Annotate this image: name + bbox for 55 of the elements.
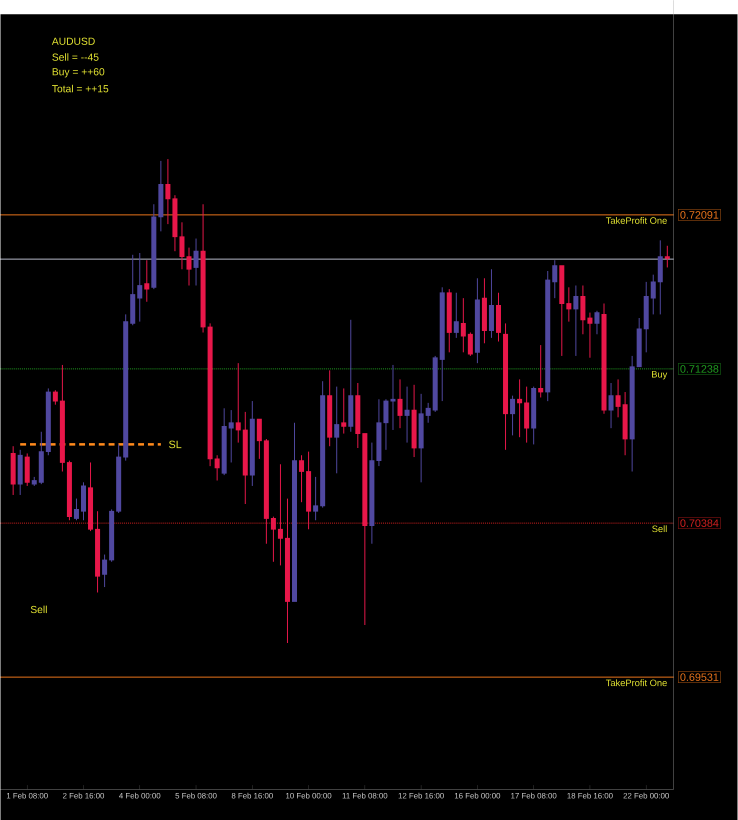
candlestick [588, 312, 593, 358]
ref-line-label: TakeProfit One [606, 217, 668, 224]
candlestick [574, 285, 579, 356]
annotation: Sell = --45 [52, 53, 99, 61]
ref-line-label: Sell [652, 525, 667, 532]
y-tick-label: 0.69531 [680, 673, 719, 681]
candlestick [398, 378, 403, 429]
candlestick [228, 410, 234, 463]
candlestick [271, 516, 276, 562]
candlestick [384, 398, 389, 450]
y-tick-label: 0.71238 [680, 365, 719, 373]
candlestick [236, 362, 241, 444]
annotation: Total = ++15 [52, 84, 109, 92]
candlestick [426, 402, 431, 424]
candlestick [566, 286, 572, 322]
candlestick [468, 332, 474, 356]
candlestick [510, 395, 516, 436]
candlestick [580, 285, 586, 335]
candlestick [404, 386, 410, 444]
candlestick [313, 476, 318, 521]
candlestick [194, 238, 199, 286]
candlestick [665, 245, 670, 268]
y-tick-label: 0.72091 [680, 211, 719, 219]
ref-line-label: Buy [652, 371, 668, 380]
candlestick [608, 382, 614, 429]
annotation: AUDUSD [52, 38, 96, 45]
candlestick [517, 378, 522, 438]
candlestick [341, 388, 346, 434]
candlestick [299, 454, 304, 503]
series-label: SL [169, 440, 182, 448]
annotation: Buy = ++60 [52, 68, 105, 78]
candlestick [650, 274, 656, 315]
candlestick [32, 476, 38, 486]
candlestick [594, 310, 600, 335]
candlestick [166, 158, 171, 225]
candlestick [102, 554, 108, 588]
candlestick [454, 292, 460, 338]
candlestick [53, 390, 58, 406]
ref-line-label: TakeProfit One [606, 679, 668, 686]
y-tick-label: 0.70384 [680, 519, 719, 527]
candlestick [390, 364, 396, 430]
candlestick [214, 454, 220, 482]
candlestick [74, 498, 80, 521]
candlestick [186, 247, 192, 286]
candlestick [538, 344, 544, 398]
candlestick [138, 252, 143, 322]
candlestick [278, 464, 284, 566]
candlestick [616, 378, 621, 418]
candlestick [334, 386, 340, 474]
candlestick [180, 222, 185, 270]
candlestick [144, 260, 150, 302]
candlestick [552, 260, 558, 299]
candlestick [257, 418, 262, 460]
candlestick [461, 298, 466, 353]
annotation: Sell [31, 606, 48, 614]
